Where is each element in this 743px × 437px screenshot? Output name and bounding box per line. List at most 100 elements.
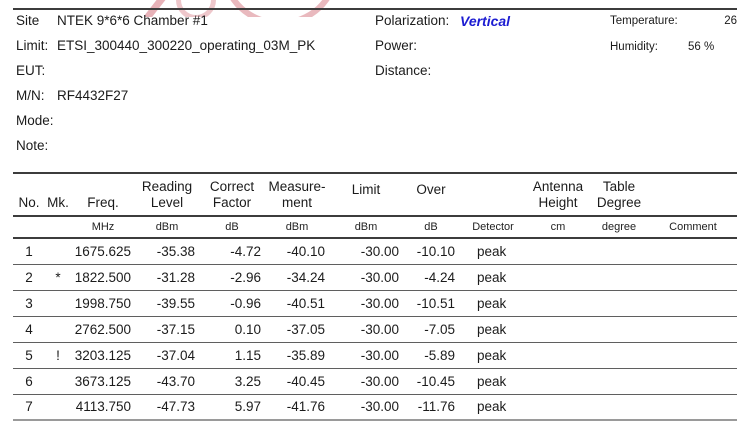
polarization-value: Vertical <box>460 12 511 29</box>
cell-limit: -30.00 <box>360 399 399 415</box>
cell-mk <box>45 316 71 342</box>
table-row: 2 * 1822.500 -31.28 -2.96 -34.24 -30.00 -4.24 pe… <box>13 264 737 290</box>
header-freq: Freq. <box>87 195 119 210</box>
header-correct-line1: Correct <box>209 179 255 194</box>
polarization-row: Polarization: Vertical <box>375 8 510 33</box>
cell-over: -5.89 <box>424 347 455 363</box>
limit-label: Limit: <box>16 38 49 53</box>
cell-measurement: -41.76 <box>286 399 325 415</box>
table-row: 6 3673.125 -43.70 3.25 -40.45 -30.00 -10.45 pea… <box>13 368 737 394</box>
cell-detector: peak <box>477 373 507 389</box>
header-detector-spacer <box>459 173 527 216</box>
cell-over: -11.76 <box>417 399 455 415</box>
cell-measurement: -35.89 <box>286 347 325 363</box>
power-row: Power: <box>375 33 510 58</box>
unit-detector: Detector <box>472 221 514 233</box>
header-no: No. <box>18 195 40 210</box>
table-row: 3 1998.750 -39.55 -0.96 -40.51 -30.00 -10.51 pe… <box>13 290 737 316</box>
power-label: Power: <box>375 38 418 53</box>
unit-no <box>13 216 45 238</box>
cell-no: 1 <box>25 243 33 259</box>
cell-table_degree <box>589 238 649 264</box>
unit-freq: MHz <box>91 221 115 233</box>
mode-label: Mode: <box>16 113 54 128</box>
unit-limit: dBm <box>354 221 378 233</box>
cell-comment <box>649 264 737 290</box>
cell-mk <box>45 368 71 394</box>
cell-measurement: -37.05 <box>286 321 325 337</box>
mn-value: RF4432F27 <box>57 88 129 103</box>
limit-row: Limit: ETSI_300440_300220_operating_03M_… <box>16 33 315 58</box>
cell-limit: -30.00 <box>360 373 399 389</box>
cell-mk: * <box>55 269 61 285</box>
cell-freq: 2762.500 <box>74 321 131 337</box>
cell-correct: -2.96 <box>230 269 261 285</box>
header-correct-line2: Factor <box>212 195 252 210</box>
table-row: 1 1675.625 -35.38 -4.72 -40.10 -30.00 -10.10 pe… <box>13 238 737 264</box>
header-comment-spacer <box>649 173 737 216</box>
header-antenna-height: Antenna Height <box>527 173 589 216</box>
cell-reading: -37.15 <box>156 321 195 337</box>
cell-freq: 1822.500 <box>74 269 131 285</box>
cell-over: -10.10 <box>416 243 455 259</box>
cell-reading: -31.28 <box>156 269 195 285</box>
unit-mk <box>45 216 71 238</box>
cell-detector: peak <box>477 295 507 311</box>
cell-freq: 1998.750 <box>74 295 131 311</box>
unit-over: dB <box>424 221 438 233</box>
header-measurement-line1: Measure- <box>268 179 326 194</box>
cell-freq: 3203.125 <box>74 347 131 363</box>
cell-limit: -30.00 <box>360 243 399 259</box>
temperature-value: 26 <box>724 15 737 27</box>
cell-correct: 0.10 <box>234 321 261 337</box>
unit-correct: dB <box>225 221 239 233</box>
eut-label: EUT: <box>16 63 46 78</box>
eut-row: EUT: <box>16 58 315 83</box>
note-row: Note: <box>16 133 315 158</box>
unit-measurement: dBm <box>285 221 309 233</box>
cell-reading: -43.70 <box>156 373 195 389</box>
site-row: Site NTEK 9*6*6 Chamber #1 <box>16 8 315 33</box>
cell-detector: peak <box>477 347 507 363</box>
cell-detector: peak <box>477 399 507 415</box>
cell-antenna_height <box>527 316 589 342</box>
header-over: Over <box>416 181 446 197</box>
cell-no: 4 <box>25 321 33 337</box>
cell-comment <box>649 316 737 342</box>
header-limit: Limit <box>351 181 381 197</box>
cell-correct: 5.97 <box>234 399 261 415</box>
cell-limit: -30.00 <box>360 321 399 337</box>
cell-no: 7 <box>25 399 33 415</box>
header-measurement: Measure- ment <box>265 173 329 216</box>
cell-detector: peak <box>477 321 507 337</box>
table-row: 5! 3203.125 -37.04 1.15 -35.89 -30.00 -5.89 pea… <box>13 342 737 368</box>
cell-correct: -0.96 <box>230 295 261 311</box>
cell-table_degree <box>589 316 649 342</box>
cell-table_degree <box>589 394 649 420</box>
cell-freq: 3673.125 <box>74 373 131 389</box>
cell-detector: peak <box>477 269 507 285</box>
cell-limit: -30.00 <box>360 347 399 363</box>
cell-over: -10.51 <box>416 295 455 311</box>
cell-measurement: -34.24 <box>286 269 325 285</box>
cell-reading: -47.73 <box>156 399 195 415</box>
unit-comment: Comment <box>669 221 717 233</box>
cell-mk <box>45 290 71 316</box>
header-table-degree: Table Degree <box>589 173 649 216</box>
cell-reading: -35.38 <box>156 243 195 259</box>
cell-limit: -30.00 <box>360 295 399 311</box>
info-block-middle: Polarization: Vertical Power: Distance: <box>375 8 510 83</box>
table-header: No. Mk. Freq. Reading Level Correct Fact… <box>13 173 737 238</box>
distance-label: Distance: <box>375 63 432 78</box>
cell-antenna_height <box>527 290 589 316</box>
header-mk: Mk. <box>47 195 69 210</box>
humidity-row: Humidity: 56 % <box>610 34 737 60</box>
cell-no: 5 <box>25 347 33 363</box>
cell-correct: 3.25 <box>234 373 261 389</box>
cell-freq: 1675.625 <box>74 243 131 259</box>
cell-reading: -39.55 <box>156 295 195 311</box>
cell-antenna_height <box>527 368 589 394</box>
cell-mk <box>45 238 71 264</box>
top-divider <box>13 8 737 10</box>
